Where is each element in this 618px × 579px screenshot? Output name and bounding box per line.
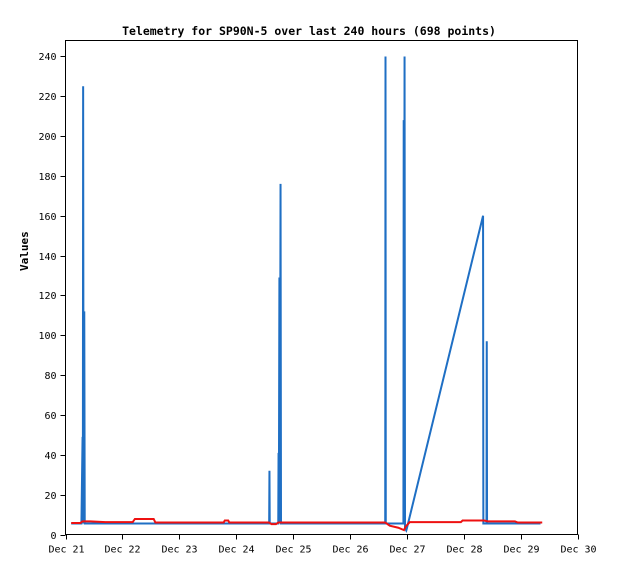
data-series-layer (71, 56, 543, 533)
y-tick-label: 200 (38, 132, 56, 143)
y-tick-label: 160 (38, 212, 56, 223)
x-tick-label: Dec 26 (332, 545, 368, 556)
x-tick-label: Dec 21 (48, 545, 84, 556)
y-tick-label: 120 (38, 291, 56, 302)
plot-frame-rect (65, 40, 578, 535)
y-tick-label: 220 (38, 92, 56, 103)
x-tick-label: Dec 24 (218, 545, 254, 556)
y-tick-label: 80 (44, 371, 56, 382)
x-tick-label: Dec 29 (503, 545, 539, 556)
chart-title: Telemetry for SP90N-5 over last 240 hour… (122, 24, 496, 38)
plot-frame (65, 40, 578, 535)
x-tick-label: Dec 23 (161, 545, 197, 556)
y-tick-label: 140 (38, 252, 56, 263)
x-tick-label: Dec 27 (389, 545, 425, 556)
x-tick-label: Dec 22 (104, 545, 140, 556)
y-tick-label: 40 (44, 451, 56, 462)
x-tick-label: Dec 28 (446, 545, 482, 556)
y-tick-label: 20 (44, 491, 56, 502)
y-tick-label: 0 (50, 531, 56, 542)
x-tick-label: Dec 25 (275, 545, 311, 556)
y-axis-ticks: 0 20 40 60 80 100 120 140 160 180 200 220 240 (38, 52, 66, 542)
series-line-telemetry-blue (71, 56, 541, 533)
x-tick-label: Dec 30 (560, 545, 596, 556)
series-line-telemetry-red (71, 517, 543, 532)
y-tick-label: 180 (38, 172, 56, 183)
y-tick-label: 100 (38, 331, 56, 342)
y-tick-label: 60 (44, 411, 56, 422)
y-tick-label: 240 (38, 52, 56, 63)
x-axis-ticks: Dec 21 Dec 22 Dec 23 Dec 24 Dec 25 Dec 26 Dec … (48, 534, 597, 556)
